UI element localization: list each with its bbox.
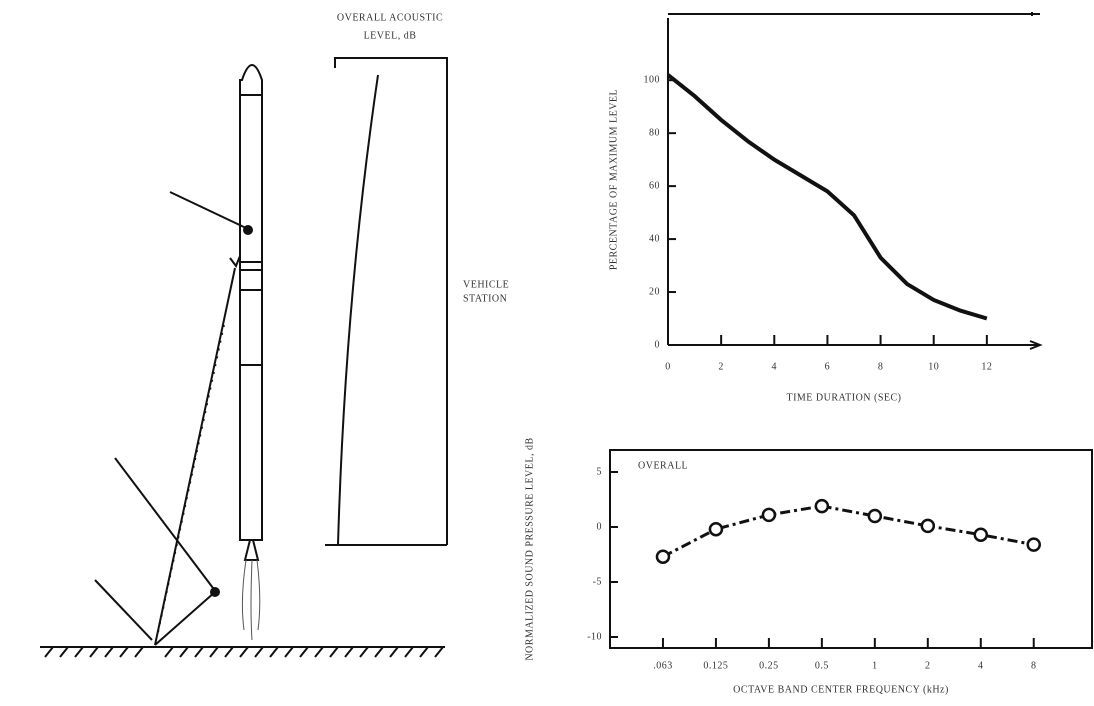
ground-hatch <box>44 646 444 658</box>
tower <box>154 267 236 646</box>
plot-frame <box>667 12 1040 345</box>
y-tick-label: 100 <box>644 74 661 85</box>
tower-hatch <box>157 319 226 633</box>
x-tick-label: 8 <box>878 361 884 372</box>
series-line <box>666 73 988 321</box>
y-tick-label: 40 <box>649 233 660 244</box>
x-tick-label: 6 <box>825 361 831 372</box>
rocket-stages <box>240 94 262 561</box>
marker <box>655 549 671 564</box>
marker <box>708 521 724 537</box>
x-axis-label: TIME DURATION (SEC) <box>786 392 901 403</box>
station-point <box>243 225 253 235</box>
marker <box>920 518 936 534</box>
x-tick-label: 2 <box>925 660 931 671</box>
x-tick-label: 4 <box>772 361 778 372</box>
x-tick-label: 4 <box>978 660 984 671</box>
y-tick-label: -10 <box>587 631 602 642</box>
arm <box>154 591 216 646</box>
pointer <box>169 191 247 229</box>
launch-diagram: OVERALL ACOUSTIC LEVEL, dB VEHICLE STATI… <box>40 12 509 658</box>
tower-tip <box>229 255 241 269</box>
y-tick-label: 5 <box>597 466 603 477</box>
x-tick-label: 0.125 <box>703 660 728 671</box>
y-tick-label: 0 <box>655 339 661 350</box>
marker <box>867 508 883 524</box>
x-tick-label: 1 <box>872 660 878 671</box>
pointer <box>94 579 153 641</box>
marker <box>814 498 830 514</box>
pointer <box>114 457 214 589</box>
y-tick-label: -5 <box>593 576 602 587</box>
level-axis <box>325 57 448 546</box>
y-axis-label: NORMALIZED SOUND PRESSURE LEVEL, dB <box>524 437 535 660</box>
y-tick-label: 20 <box>649 286 660 297</box>
series-line <box>662 504 1035 559</box>
marker <box>761 507 777 523</box>
x-tick-label: 2 <box>718 361 724 372</box>
level-curve <box>337 74 379 546</box>
station-label: VEHICLE <box>463 279 509 290</box>
rocket <box>239 64 263 541</box>
station-label: STATION <box>463 293 507 304</box>
annotation: OVERALL <box>638 460 688 471</box>
x-tick-label: .063 <box>653 660 673 671</box>
marker <box>1026 537 1041 552</box>
y-tick-label: 80 <box>649 127 660 138</box>
arm-point <box>210 587 220 597</box>
x-tick-label: 0 <box>665 361 671 372</box>
x-axis-label: OCTAVE BAND CENTER FREQUENCY (kHz) <box>733 684 949 695</box>
level-label: LEVEL, dB <box>364 30 417 41</box>
level-label: OVERALL ACOUSTIC <box>337 12 443 23</box>
y-tick-label: 0 <box>597 521 603 532</box>
x-arrow <box>1029 340 1043 350</box>
marker <box>973 527 989 542</box>
x-tick-label: 10 <box>928 361 939 372</box>
x-tick-label: 8 <box>1031 660 1037 671</box>
x-tick-label: 12 <box>981 361 992 372</box>
x-tick-label: 0.5 <box>815 660 829 671</box>
exhaust <box>241 559 261 641</box>
plot-frame <box>609 449 1093 649</box>
y-axis-label: PERCENTAGE OF MAXIMUM LEVEL <box>608 89 619 270</box>
x-tick-label: 0.25 <box>759 660 779 671</box>
y-tick-label: 60 <box>649 180 660 191</box>
